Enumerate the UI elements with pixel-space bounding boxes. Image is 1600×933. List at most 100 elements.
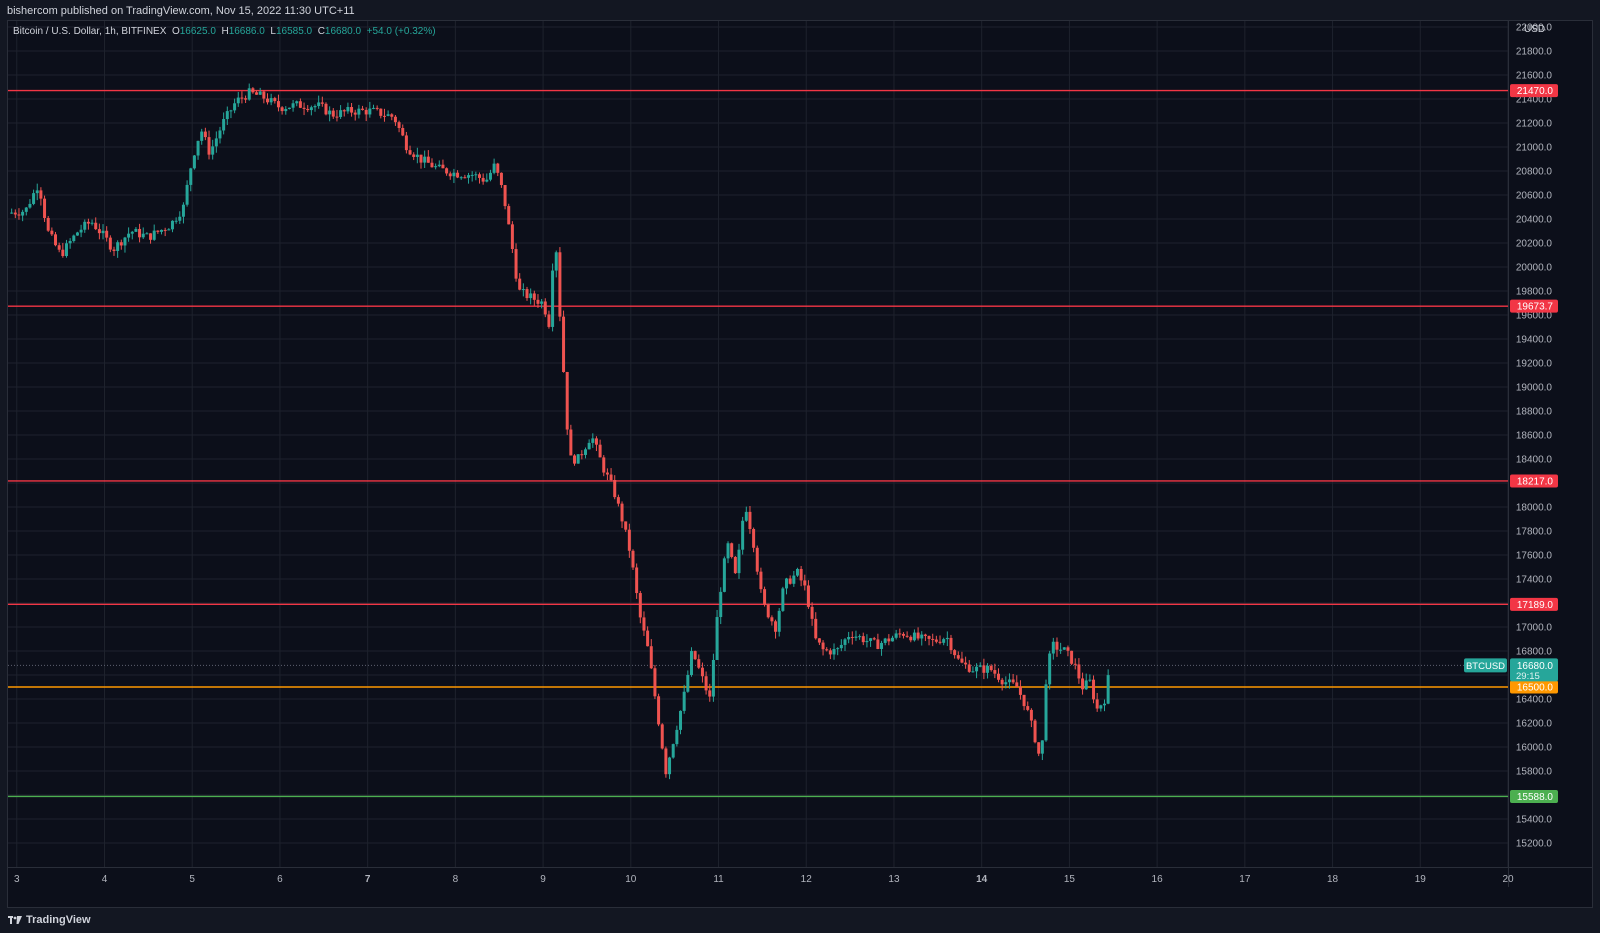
candle-body xyxy=(748,511,752,530)
candles xyxy=(10,83,1110,780)
candle-body xyxy=(587,442,591,450)
y-tick-label: 19000.0 xyxy=(1516,383,1553,394)
candle-body xyxy=(865,640,869,643)
candle-body xyxy=(339,110,343,117)
candle-body xyxy=(825,649,829,651)
candle-body xyxy=(836,648,840,650)
candle-body xyxy=(847,636,851,640)
candle-body xyxy=(295,101,299,104)
candle-body xyxy=(105,230,109,238)
candle-body xyxy=(423,156,427,163)
candle-body xyxy=(200,131,204,141)
candle-body xyxy=(127,233,131,238)
x-tick-label: 19 xyxy=(1415,874,1427,885)
y-tick-label: 19400.0 xyxy=(1516,335,1553,346)
symbol-tag-box xyxy=(1464,658,1507,673)
close-value: 16680.0 xyxy=(324,26,362,37)
candle-body xyxy=(233,103,237,111)
candle-body xyxy=(532,293,536,300)
y-tick-label: 15400.0 xyxy=(1516,815,1553,826)
candle-body xyxy=(397,122,401,129)
candle-body xyxy=(953,650,957,656)
countdown-label: 29:15 xyxy=(1516,671,1540,682)
candle-body xyxy=(379,108,383,116)
candle-body xyxy=(499,172,503,186)
candle-body xyxy=(660,724,664,749)
candle-body xyxy=(1026,706,1030,710)
candle-body xyxy=(507,206,511,225)
candle-body xyxy=(573,455,577,464)
candle-body xyxy=(357,108,361,115)
candle-body xyxy=(13,212,17,215)
level-label-box xyxy=(1510,789,1558,803)
candle-body xyxy=(324,103,328,115)
symbol-tag: BTCUSD xyxy=(1466,661,1505,672)
candle-body xyxy=(24,207,28,212)
candle-body xyxy=(240,97,244,99)
x-tick-label: 4 xyxy=(102,874,108,885)
candle-body xyxy=(390,114,394,117)
candle-body xyxy=(594,438,598,445)
candle-body xyxy=(1099,705,1103,709)
candle-body xyxy=(123,237,127,246)
candle-body xyxy=(558,252,562,317)
candle-body xyxy=(75,232,79,236)
candle-body xyxy=(591,438,595,443)
y-tick-label: 19200.0 xyxy=(1516,359,1553,370)
y-tick-label: 17000.0 xyxy=(1516,623,1553,634)
candle-body xyxy=(766,604,770,618)
candle-body xyxy=(635,567,639,594)
candle-body xyxy=(83,221,87,230)
candle-body xyxy=(722,558,726,592)
y-tick-label: 20400.0 xyxy=(1516,215,1553,226)
candle-body xyxy=(770,617,774,622)
candle-body xyxy=(32,193,36,204)
symbol-legend[interactable]: Bitcoin / U.S. Dollar, 1h, BITFINEX O166… xyxy=(13,25,436,39)
price-axis: 22000.0 21800.0 21600.0 21400.0 21200.0 21000… xyxy=(1516,23,1553,850)
candle-body xyxy=(145,233,149,235)
candle-body xyxy=(1040,740,1044,754)
low-value: 16585.0 xyxy=(275,26,313,37)
candle-body xyxy=(909,636,913,641)
candle-body xyxy=(452,172,456,177)
candle-body xyxy=(57,245,61,250)
candle-body xyxy=(1018,686,1022,695)
y-tick-label: 18600.0 xyxy=(1516,431,1553,442)
chart-frame[interactable] xyxy=(7,20,1593,908)
candle-body xyxy=(518,278,522,290)
tradingview-logo[interactable]: TradingView xyxy=(8,908,91,933)
candle-body xyxy=(415,154,419,157)
candle-body xyxy=(631,550,635,568)
candle-body xyxy=(521,289,525,291)
x-tick-label: 12 xyxy=(801,874,813,885)
candle-body xyxy=(989,665,993,671)
symbol-name[interactable]: Bitcoin / U.S. Dollar, 1h, BITFINEX xyxy=(13,26,167,37)
candle-body xyxy=(602,457,606,473)
candle-body xyxy=(46,217,50,231)
candle-body xyxy=(514,249,518,279)
candle-body xyxy=(1102,703,1106,706)
candle-body xyxy=(251,88,255,93)
candle-body xyxy=(1011,679,1015,683)
candle-body xyxy=(130,231,134,234)
candle-body xyxy=(580,454,584,456)
candle-body xyxy=(872,638,876,640)
y-tick-label: 15200.0 xyxy=(1516,839,1553,850)
candle-body xyxy=(375,107,379,109)
candle-body xyxy=(244,98,248,100)
candle-body xyxy=(174,220,178,222)
candle-body xyxy=(1070,650,1074,664)
candle-body xyxy=(218,130,222,139)
candle-body xyxy=(569,429,573,456)
candle-body xyxy=(269,98,273,103)
candle-body xyxy=(170,220,174,230)
candle-body xyxy=(616,497,620,504)
candle-body xyxy=(1088,679,1092,681)
candle-body xyxy=(335,116,339,118)
y-tick-label: 20800.0 xyxy=(1516,167,1553,178)
candle-body xyxy=(763,589,767,605)
candle-body xyxy=(949,637,953,651)
candle-body xyxy=(86,221,90,224)
candle-body xyxy=(152,230,156,240)
